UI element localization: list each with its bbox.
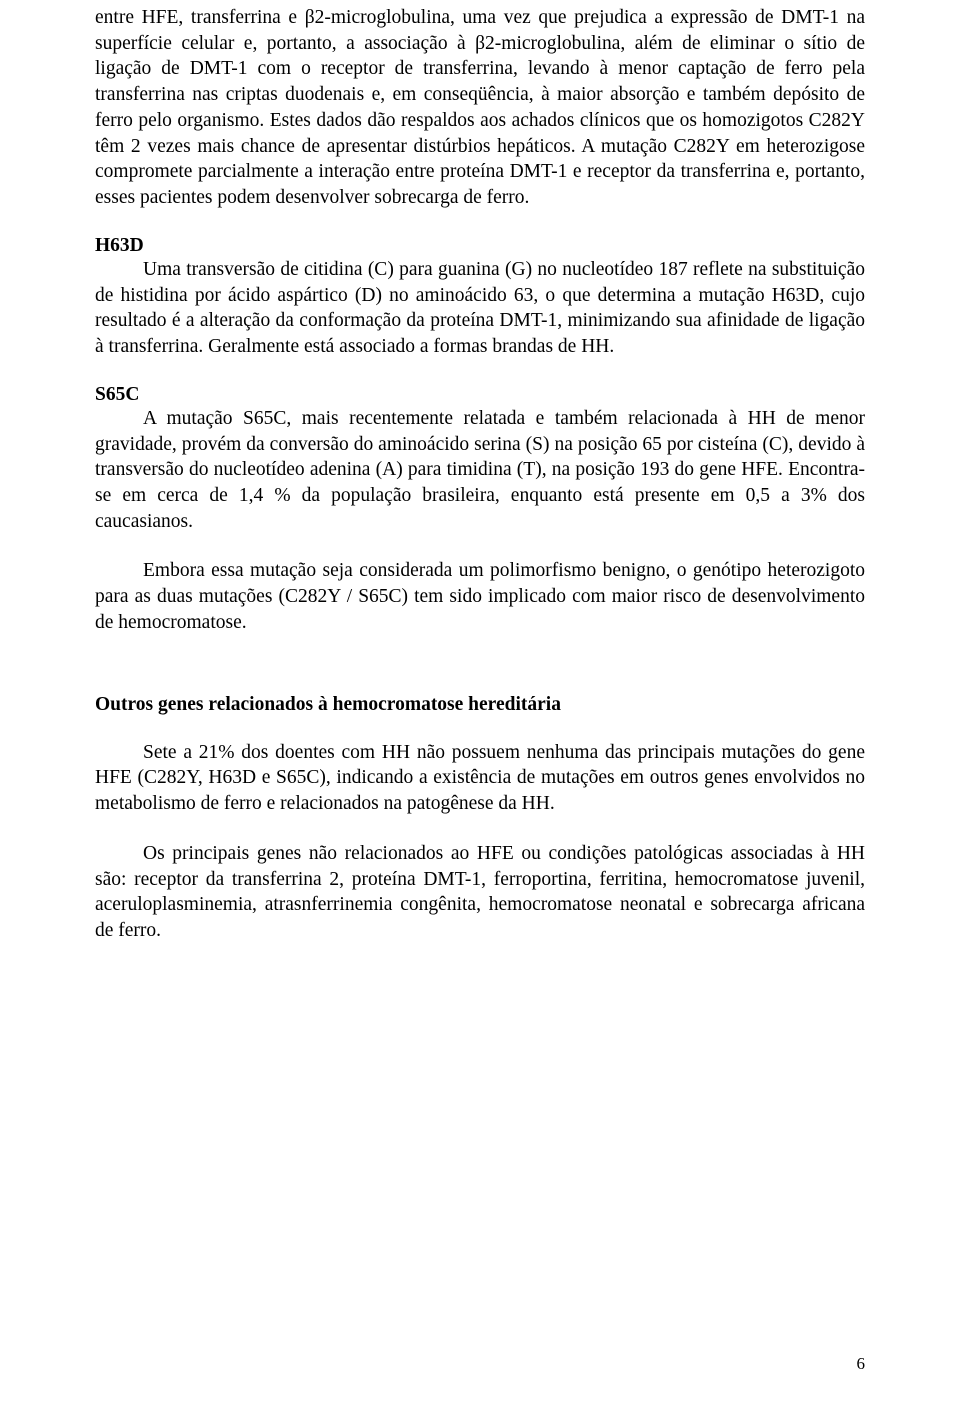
paragraph-s65c-body1: A mutação S65C, mais recentemente relata…	[95, 406, 865, 535]
spacer	[95, 360, 865, 384]
paragraph-outros-body1: Sete a 21% dos doentes com HH não possue…	[95, 740, 865, 817]
spacer	[95, 211, 865, 235]
paragraph-s65c-body2: Embora essa mutação seja considerada um …	[95, 558, 865, 635]
paragraph-intro-continuation: entre HFE, transferrina e β2-microglobul…	[95, 0, 865, 211]
paragraph-h63d-body: Uma transversão de citidina (C) para gua…	[95, 257, 865, 360]
page-number: 6	[857, 1354, 866, 1374]
heading-outros-genes: Outros genes relacionados à hemocromatos…	[95, 694, 865, 716]
heading-h63d: H63D	[95, 235, 865, 257]
spacer	[95, 534, 865, 558]
spacer	[95, 636, 865, 694]
spacer	[95, 817, 865, 841]
document-page: entre HFE, transferrina e β2-microglobul…	[0, 0, 960, 1428]
paragraph-outros-body2: Os principais genes não relacionados ao …	[95, 841, 865, 944]
heading-s65c: S65C	[95, 384, 865, 406]
spacer	[95, 716, 865, 740]
